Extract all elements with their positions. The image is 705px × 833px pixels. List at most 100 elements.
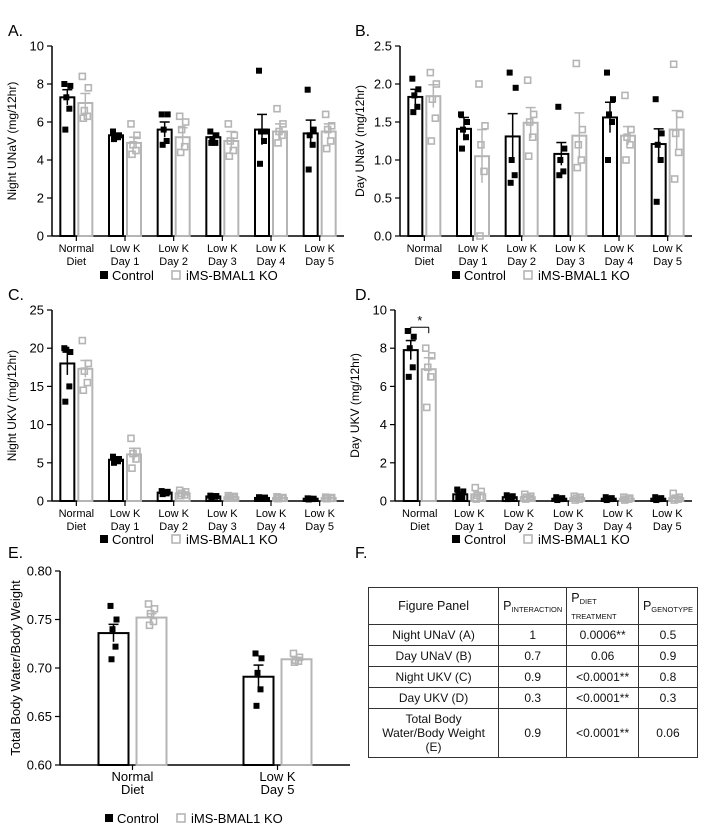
panel-letter-e: E. — [8, 545, 23, 562]
x-tick-label-d: Day 1 — [455, 521, 484, 533]
data-point-ko — [149, 617, 158, 626]
legend-swatch-control — [105, 814, 113, 822]
data-point-ko — [421, 344, 430, 353]
data-point-ko — [476, 232, 484, 240]
data-point-ko — [426, 373, 435, 381]
y-axis-label-d: Day UKV (mg/12hr) — [348, 353, 362, 458]
bar-a-control — [254, 128, 270, 238]
data-point-ko — [180, 491, 189, 499]
data-point-ko — [230, 131, 239, 140]
x-tick-label-c: Day 2 — [159, 521, 188, 533]
data-point-ko — [226, 137, 235, 145]
header-genotype-sub: GENOTYPE — [651, 604, 693, 614]
data-point-control — [257, 160, 263, 167]
x-tick-label-a: Normal — [59, 243, 94, 255]
x-tick-label-d: Day 3 — [554, 521, 583, 533]
x-tick-label-c: Diet — [67, 521, 87, 533]
x-tick-label-b: Day 4 — [605, 256, 634, 268]
y-tick-label-c: 15 — [30, 379, 44, 394]
data-point-control — [115, 134, 121, 141]
data-point-ko — [428, 95, 437, 103]
data-point-control — [254, 669, 261, 676]
panel-letter-c: C. — [8, 287, 24, 304]
data-point-ko — [575, 495, 584, 503]
data-point-control — [414, 103, 421, 110]
x-tick-label-b: Low K — [458, 243, 489, 255]
data-point-ko — [322, 144, 331, 153]
data-point-ko — [321, 110, 330, 119]
x-tick-label-b: Low K — [555, 243, 586, 255]
y-tick-label-d: 6 — [380, 379, 387, 394]
data-point-control — [406, 345, 413, 352]
data-point-control — [111, 136, 117, 143]
data-point-ko — [426, 68, 435, 77]
stats-cell-interaction: 0.7 — [498, 645, 568, 667]
header-p: P — [503, 598, 512, 613]
x-tick-label-d: Low K — [503, 508, 534, 520]
data-point-control — [604, 69, 610, 76]
x-tick-label-d: Low K — [454, 508, 485, 520]
data-point-ko — [427, 352, 436, 360]
data-point-ko — [278, 131, 286, 140]
y-tick-label-a: 8 — [37, 77, 44, 92]
data-point-control — [109, 626, 116, 633]
y-tick-label-a: 10 — [30, 39, 44, 54]
data-point-control — [262, 128, 268, 135]
data-point-ko — [83, 112, 92, 121]
stats-cell-interaction: 0.9 — [498, 666, 568, 688]
data-point-control — [113, 616, 120, 623]
data-point-control — [459, 145, 465, 152]
y-tick-label-e: 0.70 — [27, 661, 52, 676]
data-point-ko — [132, 455, 140, 463]
data-point-ko — [294, 657, 303, 666]
data-point-ko — [128, 150, 136, 159]
data-point-ko — [578, 125, 587, 134]
data-point-control — [164, 111, 171, 118]
x-tick-label-a: Diet — [67, 256, 87, 268]
data-point-control — [258, 655, 265, 662]
data-point-control — [209, 136, 216, 143]
x-tick-label-b: Low K — [506, 243, 537, 255]
data-point-ko — [423, 363, 432, 372]
data-point-control — [108, 656, 115, 663]
data-point-ko — [475, 80, 483, 88]
data-point-ko — [175, 112, 184, 121]
data-point-ko — [620, 496, 629, 504]
stats-cell-diet: <0.0001** — [566, 708, 639, 758]
data-point-ko — [181, 118, 190, 126]
data-point-ko — [574, 141, 583, 149]
stats-row: Day UKV (D) 0.3 <0.0001** 0.3 — [367, 687, 699, 709]
data-point-ko — [571, 496, 580, 504]
data-point-ko — [476, 493, 485, 501]
data-point-ko — [624, 495, 633, 503]
x-tick-label-c: Low K — [304, 508, 335, 520]
data-point-control — [460, 126, 466, 133]
data-point-control — [306, 132, 313, 139]
header-genotype: PGENOTYPE — [637, 587, 699, 625]
data-point-ko — [146, 609, 155, 618]
stats-cell-interaction: 0.9 — [498, 708, 568, 758]
x-tick-label-d: Day 2 — [504, 521, 533, 533]
x-tick-label-a: Day 5 — [305, 256, 334, 268]
y-tick-label-c: 25 — [30, 303, 44, 318]
legend-swatch-ko — [171, 270, 181, 280]
x-tick-label-a: Day 3 — [208, 256, 237, 268]
bar-d-control — [402, 349, 419, 502]
x-tick-label-c: Day 3 — [208, 521, 237, 533]
data-point-control — [112, 643, 119, 650]
data-point-ko — [78, 336, 87, 345]
x-tick-label-e: Day 5 — [261, 782, 295, 797]
x-tick-label-d: Day 5 — [653, 521, 682, 533]
y-tick-label-b: 2.0 — [374, 77, 392, 92]
data-point-control — [163, 138, 170, 144]
stats-row: Day UNaV (B) 0.7 0.06 0.9 — [367, 645, 699, 667]
data-point-ko — [274, 139, 282, 147]
data-point-ko — [422, 403, 431, 412]
data-point-ko — [326, 494, 335, 503]
stats-cell-panel: Total Body Water/Body Weight (E) — [367, 708, 500, 758]
data-point-ko — [627, 125, 635, 134]
data-point-control — [107, 602, 114, 609]
data-point-ko — [481, 122, 489, 130]
data-point-control — [212, 139, 219, 146]
